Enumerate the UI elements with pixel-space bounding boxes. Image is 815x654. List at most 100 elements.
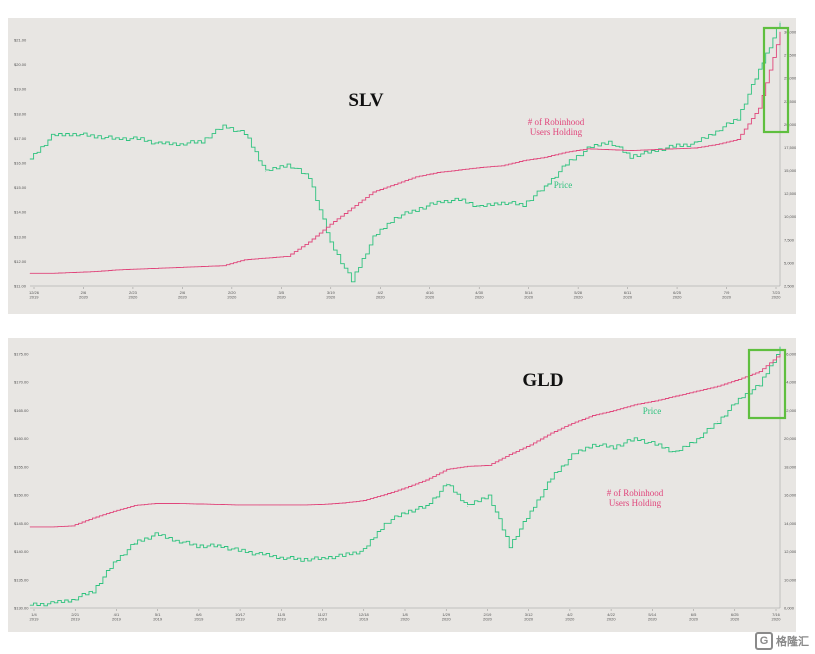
x-tick-year: 2020 [79,295,89,300]
data-point [222,125,224,127]
data-point [321,504,323,505]
data-point [201,140,202,142]
data-point [633,404,635,406]
data-point [612,410,614,412]
chart-title: SLV [348,90,383,111]
data-point [458,199,459,200]
y-left-tick-label: $17.00 [14,136,27,141]
data-point [592,415,593,416]
data-point [265,257,267,259]
x-tick-year: 2020 [442,617,452,622]
slv-chart-panel: $11.00 $12.00 $13.00 $14.00 $15.00 $16.00 $17.… [8,18,796,314]
x-tick-label: 1/29 [442,612,451,617]
x-tick-year: 2020 [689,617,699,622]
y-left-tick-label: $165.00 [14,408,29,413]
data-point [243,259,245,261]
highlight-box [762,26,790,134]
x-tick-label: 2/6 [180,290,186,295]
data-point [133,505,135,506]
data-point [633,438,635,440]
data-point [458,169,459,171]
y-right-tick-label: 14,000 [784,521,796,526]
x-tick-label: 5/14 [525,290,534,295]
x-tick-year: 2020 [178,295,188,300]
data-point [115,269,117,271]
data-point [592,443,593,445]
x-tick-label: 4/1 [114,612,120,617]
data-point [736,118,738,119]
data-point [508,545,510,547]
data-point [508,454,510,455]
data-point [651,149,652,151]
x-tick-label: 10/17 [235,612,246,617]
data-point [393,184,395,185]
x-tick-year: 2019 [153,617,163,622]
data-point [258,504,260,506]
data-point [779,21,781,23]
data-point [479,206,481,208]
data-point [501,165,502,167]
data-point [71,599,73,600]
data-point [672,145,674,147]
data-point [258,554,260,555]
y-left-tick-label: $16.00 [14,161,27,166]
x-tick-label: 1/4 [31,612,37,617]
data-point [329,223,331,225]
data-point [501,201,502,203]
data-point [565,151,567,153]
x-tick-label: 7/16 [772,612,781,617]
data-point [154,503,156,504]
price-series-label: Price [554,180,573,190]
x-tick-year: 2020 [607,617,617,622]
y-right-tick-label: 20,000 [784,122,796,127]
data-point [51,135,52,137]
y-right-tick-label: 10,000 [784,214,796,219]
data-point [467,465,468,467]
y-right-tick-label: 12,000 [784,549,796,554]
x-tick-year: 2019 [236,617,246,622]
data-point [543,186,545,188]
data-point [92,517,93,519]
watermark: G 格隆汇 [755,632,809,650]
data-point [237,550,239,551]
data-point [629,150,631,151]
x-tick-year: 2020 [574,295,584,300]
y-right-tick-label: 22,500 [784,99,796,104]
data-point [737,379,739,380]
data-point [446,468,448,470]
x-tick-year: 2020 [524,295,534,300]
data-point [158,267,159,269]
x-tick-year: 2020 [673,295,683,300]
highlight-box [747,348,787,420]
y-right-tick-label: 22,000 [784,408,796,413]
x-tick-year: 2019 [112,617,122,622]
data-point [522,204,524,206]
data-point [308,176,309,178]
data-point [415,176,417,178]
data-point [243,133,245,134]
y-left-tick-label: $15.00 [14,185,27,190]
y-left-tick-label: $19.00 [14,87,27,92]
data-point [158,143,159,145]
y-right-tick-label: 26,000 [784,352,796,357]
y-left-tick-label: $155.00 [14,464,29,469]
data-point [651,151,652,152]
data-point [175,539,177,541]
series-line-robinhood-users [30,32,781,274]
data-point [217,545,218,547]
data-point [362,500,364,501]
y-left-tick-label: $145.00 [14,521,29,526]
y-right-tick-label: 15,000 [784,168,796,173]
robinhood-series-label: # of Robinhood [607,488,664,498]
x-tick-label: 4/2 [377,290,383,295]
data-point [571,455,573,456]
data-point [321,557,323,559]
data-point [29,604,31,606]
x-tick-label: 2/6 [81,290,87,295]
y-right-tick-label: 12,500 [784,191,796,196]
x-tick-year: 2020 [483,617,493,622]
data-point [779,353,781,355]
data-point [112,510,114,512]
data-point [415,209,417,211]
y-left-tick-label: $12.00 [14,259,27,264]
